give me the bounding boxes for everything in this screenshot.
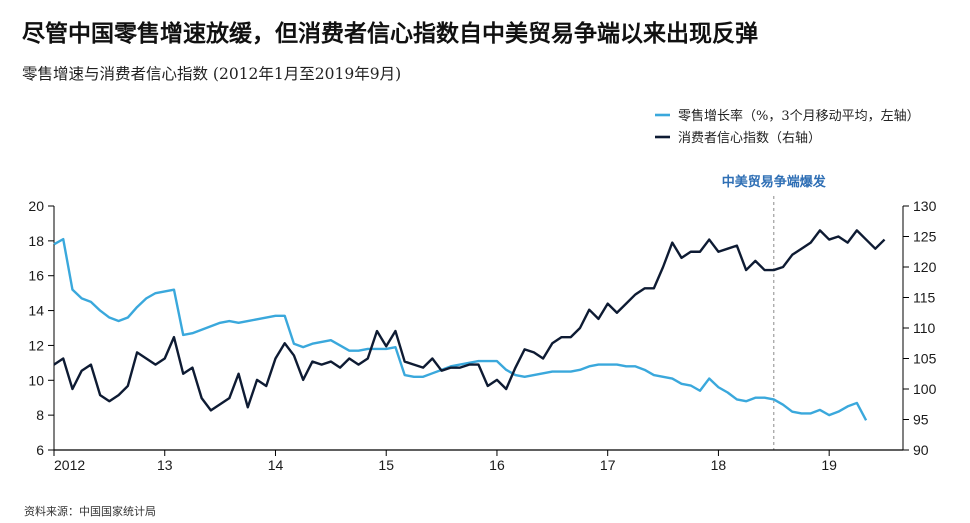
- trade-war-annotation: 中美贸易争端爆发: [722, 174, 827, 190]
- legend: 零售增长率（%，3个月移动平均，左轴） 消费者信心指数（右轴）: [655, 108, 920, 146]
- right-tick-label: 125: [913, 229, 937, 245]
- left-tick-label: 10: [28, 372, 44, 388]
- x-axis-ticks: 2012 13 14 15 16 17 18 19: [53, 450, 837, 473]
- right-tick-label: 120: [913, 259, 937, 275]
- left-axis-ticks: 6 8 10 12 14 16 18 20: [28, 198, 54, 458]
- right-tick-label: 90: [913, 442, 929, 458]
- x-tick-label: 2012: [54, 457, 85, 473]
- left-tick-label: 12: [28, 337, 44, 353]
- legend-label-retail: 零售增长率（%，3个月移动平均，左轴）: [678, 108, 920, 124]
- right-tick-label: 110: [913, 320, 936, 336]
- left-tick-label: 14: [28, 303, 44, 319]
- right-tick-label: 115: [913, 290, 936, 306]
- right-tick-label: 105: [913, 351, 937, 367]
- right-axis-ticks: 90 95 100 105 110 115 120 125 130: [903, 198, 937, 458]
- left-tick-label: 6: [36, 442, 44, 458]
- left-tick-label: 18: [28, 233, 44, 249]
- source-note: 资料来源：中国国家统计局: [24, 505, 156, 518]
- x-tick-label: 14: [268, 457, 284, 473]
- right-tick-label: 95: [913, 412, 929, 428]
- left-tick-label: 16: [28, 268, 44, 284]
- legend-label-confidence: 消费者信心指数（右轴）: [678, 131, 821, 146]
- x-tick-label: 13: [157, 457, 173, 473]
- series-lines: [53, 229, 886, 421]
- x-tick-label: 17: [600, 457, 616, 473]
- x-tick-label: 18: [711, 457, 727, 473]
- left-tick-label: 20: [28, 198, 44, 214]
- right-tick-label: 100: [913, 381, 937, 397]
- x-tick-label: 15: [378, 457, 394, 473]
- series-line-retail: [53, 237, 868, 421]
- x-tick-label: 19: [821, 457, 837, 473]
- right-tick-label: 130: [913, 198, 937, 214]
- chart-subtitle: 零售增速与消费者信心指数 (2012年1月至2019年9月): [22, 65, 402, 83]
- chart-title: 尽管中国零售增速放缓，但消费者信心指数自中美贸易争端以来出现反弹: [22, 20, 758, 47]
- x-tick-label: 16: [489, 457, 505, 473]
- left-tick-label: 8: [36, 407, 44, 423]
- series-line-confidence: [53, 229, 886, 412]
